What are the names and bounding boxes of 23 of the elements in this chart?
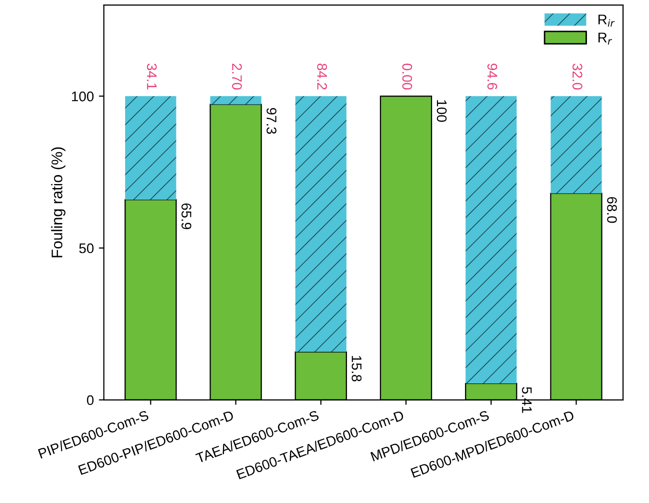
data-label: 100	[436, 100, 447, 122]
legend-label: R$_{ir}$	[598, 14, 615, 27]
legend-label: R$_{r}$	[598, 32, 612, 45]
data-label: 68.0	[607, 197, 617, 223]
bar	[295, 96, 346, 352]
data-label: 65.9	[181, 203, 192, 230]
data-label: 2.70	[232, 64, 242, 90]
data-label: 0.00	[402, 64, 412, 90]
bar	[210, 96, 262, 104]
bar	[125, 96, 176, 200]
y-tick-label: 0	[86, 395, 94, 406]
y-tick-label: 50	[79, 243, 94, 254]
y-axis-title: Fouling ratio (%)	[51, 147, 66, 258]
data-label: 5.41	[522, 387, 532, 413]
data-label: 34.1	[146, 64, 157, 90]
data-label: 32.0	[572, 64, 582, 90]
bar	[466, 96, 517, 384]
y-tick-label: 100	[72, 91, 94, 102]
data-label: 84.2	[317, 64, 327, 90]
bar	[550, 96, 602, 194]
data-label: 97.3	[266, 108, 276, 134]
data-label: 94.6	[487, 64, 498, 90]
data-label: 15.8	[352, 356, 362, 382]
